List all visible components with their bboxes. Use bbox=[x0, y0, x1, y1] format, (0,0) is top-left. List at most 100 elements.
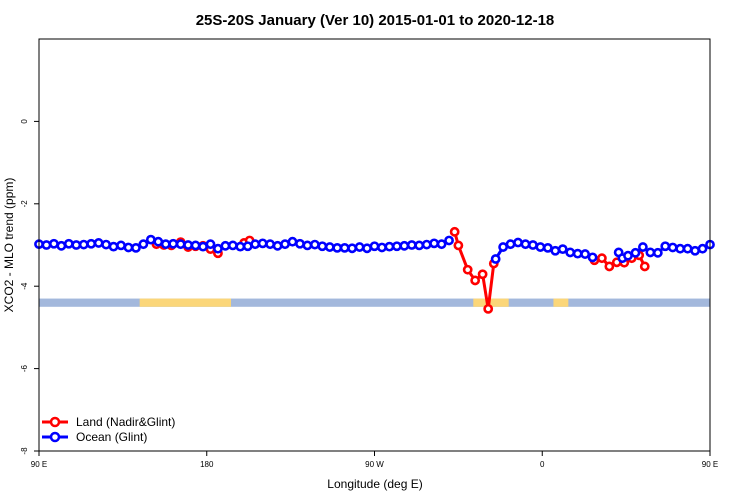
ocean-point bbox=[490, 254, 501, 264]
ocean-point bbox=[535, 242, 546, 252]
ocean-point bbox=[101, 239, 111, 250]
ocean-point bbox=[198, 241, 208, 252]
ocean-point bbox=[339, 242, 350, 253]
ocean-point bbox=[557, 244, 568, 255]
ocean-point bbox=[682, 243, 693, 254]
ocean-point bbox=[153, 236, 164, 247]
y-tick-label: -4 bbox=[20, 282, 29, 290]
ocean-point bbox=[213, 243, 223, 254]
y-tick-label: -8 bbox=[20, 447, 29, 455]
ocean-point bbox=[660, 241, 671, 252]
x-axis-label: Longitude (deg E) bbox=[327, 477, 422, 491]
ocean-point bbox=[108, 241, 119, 252]
ocean-point bbox=[414, 240, 425, 251]
ocean-point bbox=[421, 239, 432, 250]
ocean-point bbox=[429, 238, 440, 249]
ocean-point bbox=[280, 239, 290, 250]
ocean-point bbox=[542, 242, 553, 253]
legend-ocean-label: Ocean (Glint) bbox=[76, 430, 147, 444]
land-band bbox=[139, 298, 231, 307]
ocean-point bbox=[131, 242, 141, 253]
ocean-point bbox=[354, 242, 365, 252]
ocean-point bbox=[565, 247, 576, 258]
ocean-point bbox=[227, 240, 238, 251]
ocean-point bbox=[550, 245, 561, 256]
ocean-point bbox=[265, 239, 276, 250]
ocean-point bbox=[384, 241, 395, 252]
land-point bbox=[483, 303, 494, 314]
ocean-point bbox=[242, 241, 253, 252]
ocean-point bbox=[572, 248, 583, 259]
x-tick-label: 90 W bbox=[365, 460, 384, 469]
ocean-point bbox=[377, 242, 387, 253]
ocean-point bbox=[250, 239, 261, 250]
ocean-point bbox=[138, 239, 149, 250]
ocean-point bbox=[399, 240, 410, 251]
ocean-point bbox=[587, 252, 598, 263]
y-axis: 0 -2 -4 -6 -8 bbox=[20, 119, 39, 455]
ocean-point bbox=[630, 247, 641, 258]
ocean-point bbox=[498, 242, 509, 252]
y-tick-label: -6 bbox=[20, 364, 29, 372]
land-band bbox=[553, 298, 569, 307]
ocean-point bbox=[317, 241, 328, 252]
ocean-point bbox=[436, 239, 447, 250]
ocean-point bbox=[369, 241, 380, 252]
ocean-point bbox=[190, 240, 201, 251]
ocean-point bbox=[391, 241, 402, 252]
land-point bbox=[639, 261, 650, 272]
ocean-point bbox=[56, 240, 67, 251]
land-point bbox=[449, 226, 460, 237]
ocean-point bbox=[520, 239, 531, 250]
ocean-point bbox=[175, 239, 186, 250]
ocean-point bbox=[505, 239, 516, 250]
x-tick-label: 180 bbox=[200, 460, 214, 469]
ocean-point bbox=[675, 243, 686, 254]
ocean-point bbox=[63, 238, 74, 249]
ocean-point bbox=[645, 247, 656, 258]
legend-land-label: Land (Nadir&Glint) bbox=[76, 415, 175, 429]
ocean-point bbox=[168, 238, 179, 249]
surface-band bbox=[39, 298, 710, 307]
ocean-point bbox=[580, 249, 591, 259]
ocean-point bbox=[123, 242, 134, 253]
ocean-point bbox=[71, 240, 82, 250]
ocean-point bbox=[324, 242, 335, 252]
legend-land-marker bbox=[49, 416, 61, 428]
x-tick-label: 0 bbox=[540, 460, 545, 469]
ocean-point bbox=[183, 240, 194, 250]
x-tick-label: 90 E bbox=[31, 460, 47, 469]
y-tick-label: -2 bbox=[20, 200, 29, 208]
ocean-point bbox=[295, 238, 305, 249]
y-axis-label: XCO2 - MLO trend (ppm) bbox=[2, 178, 16, 313]
ocean-point bbox=[205, 239, 216, 250]
x-tick-label: 90 E bbox=[702, 460, 718, 469]
land-point bbox=[596, 253, 607, 264]
land-point bbox=[462, 264, 473, 275]
ocean-point bbox=[697, 243, 708, 254]
ocean-point bbox=[220, 240, 231, 251]
ocean-point bbox=[406, 240, 417, 250]
ocean-point bbox=[93, 238, 104, 248]
ocean-point bbox=[302, 240, 313, 251]
ocean-point bbox=[332, 242, 343, 253]
ocean-point bbox=[78, 239, 89, 250]
land-point bbox=[604, 261, 615, 272]
land-point bbox=[453, 240, 464, 251]
ocean-point bbox=[257, 238, 268, 249]
chart-title: 25S-20S January (Ver 10) 2015-01-01 to 2… bbox=[196, 12, 555, 29]
ocean-point bbox=[623, 250, 633, 261]
ocean-point bbox=[444, 235, 454, 246]
land-point bbox=[470, 275, 481, 286]
ocean-point bbox=[49, 238, 59, 249]
x-axis: 90 E 180 90 W 0 90 E bbox=[31, 451, 718, 469]
ocean-point bbox=[309, 239, 320, 250]
ocean-point bbox=[690, 245, 700, 256]
ocean-point bbox=[41, 240, 52, 250]
ocean-point bbox=[347, 243, 358, 254]
plot-series bbox=[34, 226, 715, 314]
ocean-band bbox=[39, 298, 710, 307]
ocean-point bbox=[652, 247, 663, 258]
ocean-point bbox=[272, 240, 283, 251]
